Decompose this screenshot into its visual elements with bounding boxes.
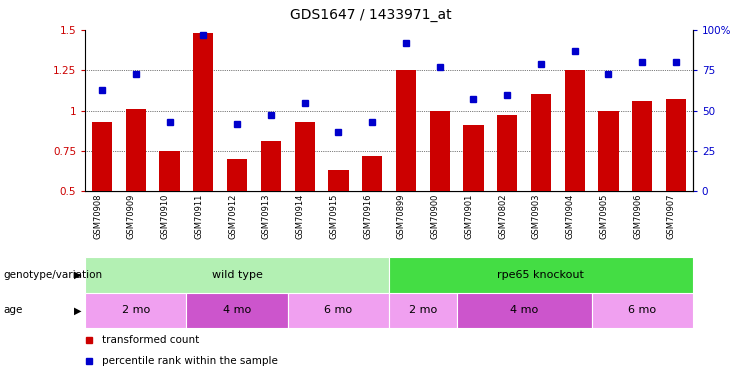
Text: percentile rank within the sample: percentile rank within the sample [102, 356, 278, 366]
Bar [463, 125, 484, 191]
Text: GSM70914: GSM70914 [296, 193, 305, 238]
Bar [261, 141, 281, 191]
Bar [85, 257, 389, 292]
Bar [294, 122, 315, 191]
Bar [430, 111, 450, 191]
Text: GSM70906: GSM70906 [634, 193, 642, 239]
Text: 6 mo: 6 mo [325, 305, 353, 315]
Text: GSM70900: GSM70900 [431, 193, 439, 238]
Text: 2 mo: 2 mo [122, 305, 150, 315]
Text: GSM70802: GSM70802 [498, 193, 507, 239]
Text: rpe65 knockout: rpe65 knockout [497, 270, 585, 280]
Text: GDS1647 / 1433971_at: GDS1647 / 1433971_at [290, 8, 451, 22]
Bar [531, 94, 551, 191]
Text: GSM70908: GSM70908 [93, 193, 102, 239]
Bar [591, 292, 693, 328]
Text: GSM70909: GSM70909 [127, 193, 136, 238]
Bar [126, 109, 146, 191]
Text: ▶: ▶ [74, 305, 82, 315]
Text: 2 mo: 2 mo [408, 305, 437, 315]
Text: GSM70901: GSM70901 [465, 193, 473, 238]
Bar [288, 292, 389, 328]
Bar [497, 116, 517, 191]
Bar [632, 101, 652, 191]
Text: GSM70905: GSM70905 [599, 193, 608, 238]
Bar [193, 33, 213, 191]
Bar [187, 292, 288, 328]
Bar [389, 292, 456, 328]
Text: 6 mo: 6 mo [628, 305, 657, 315]
Bar [456, 292, 591, 328]
Bar [227, 159, 247, 191]
Text: genotype/variation: genotype/variation [4, 270, 103, 280]
Bar [565, 70, 585, 191]
Bar [666, 99, 686, 191]
Text: GSM70916: GSM70916 [363, 193, 372, 239]
Bar [85, 292, 187, 328]
Text: transformed count: transformed count [102, 335, 199, 345]
Text: GSM70910: GSM70910 [161, 193, 170, 238]
Text: GSM70903: GSM70903 [532, 193, 541, 239]
Text: age: age [4, 305, 23, 315]
Text: 4 mo: 4 mo [510, 305, 538, 315]
Bar [92, 122, 112, 191]
Text: wild type: wild type [212, 270, 262, 280]
Text: GSM70911: GSM70911 [194, 193, 203, 238]
Text: GSM70915: GSM70915 [330, 193, 339, 238]
Text: 4 mo: 4 mo [223, 305, 251, 315]
Bar [389, 257, 693, 292]
Text: GSM70912: GSM70912 [228, 193, 237, 238]
Bar [159, 151, 180, 191]
Text: ▶: ▶ [74, 270, 82, 280]
Text: GSM70907: GSM70907 [667, 193, 676, 239]
Bar [598, 111, 619, 191]
Text: GSM70904: GSM70904 [565, 193, 575, 238]
Text: GSM70913: GSM70913 [262, 193, 271, 239]
Text: GSM70899: GSM70899 [397, 193, 406, 239]
Bar [362, 156, 382, 191]
Bar [396, 70, 416, 191]
Bar [328, 170, 348, 191]
